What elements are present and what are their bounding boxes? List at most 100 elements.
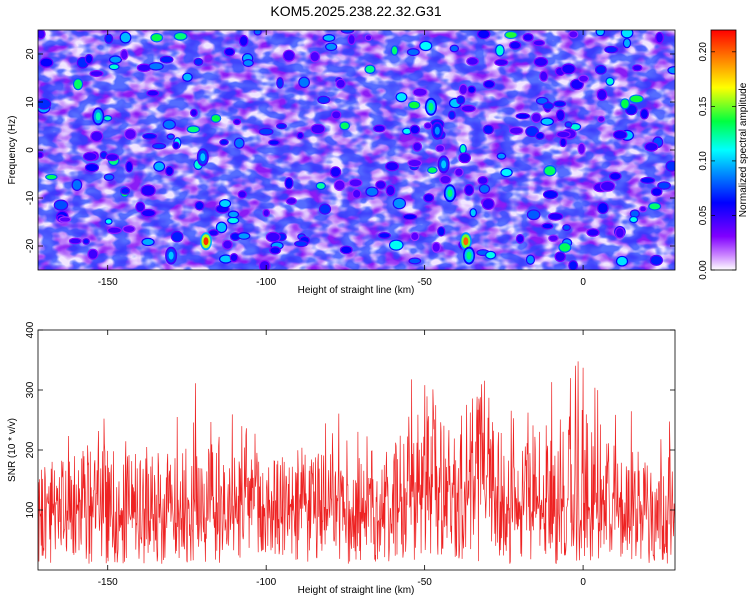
- spectrogram-spot: [220, 255, 232, 263]
- spectrogram-spot: [183, 73, 192, 81]
- spectrogram-spot: [563, 225, 570, 230]
- top-x-axis: -150 -100 -50 0: [98, 30, 586, 288]
- spectrogram-spot: [450, 45, 458, 52]
- spectrogram-spot: [349, 179, 362, 187]
- spectrogram-spot: [557, 131, 570, 138]
- spectrogram-spot: [142, 238, 154, 245]
- spectrogram-spot: [459, 153, 470, 163]
- spectrogram-spot: [393, 198, 405, 209]
- spectrogram-spot: [624, 39, 630, 48]
- spectrogram-spot: [238, 191, 246, 198]
- spectrogram-spot: [269, 140, 279, 145]
- spectrogram-spot: [614, 131, 627, 139]
- spectrogram-spot: [409, 258, 421, 264]
- spectrogram-spot: [149, 63, 163, 70]
- spectrogram-spot: [141, 185, 155, 196]
- spectrogram-spot: [83, 239, 89, 244]
- spectrogram-spot: [316, 183, 325, 189]
- spectrogram-spot: [105, 219, 112, 224]
- feature-peak: [168, 251, 174, 260]
- spectrogram-spot: [598, 116, 605, 122]
- spectrogram-spot: [630, 95, 643, 103]
- spectrogram-spot: [668, 67, 675, 74]
- feature-peak: [434, 126, 440, 135]
- spectrogram-spot: [652, 188, 662, 196]
- spectrogram-spot: [386, 162, 398, 171]
- spectrogram-spot: [510, 42, 521, 49]
- spectrogram-spot: [537, 98, 548, 104]
- spectrogram-spot: [374, 125, 385, 132]
- spectrogram-spot: [505, 32, 517, 38]
- y-tick-label: 400: [25, 321, 36, 338]
- spectrogram-features: [92, 97, 476, 265]
- y-tick-label: 200: [25, 441, 36, 458]
- spectrogram-spot: [596, 30, 604, 36]
- spectrogram-spot: [110, 56, 121, 63]
- spectrogram-spot: [341, 246, 352, 254]
- spectrogram-spot: [270, 247, 280, 254]
- spectrogram-spot: [228, 217, 239, 223]
- y-tick-label: 0: [25, 147, 36, 153]
- spectrogram-spot: [497, 153, 505, 159]
- colorbar: 0.00 0.05 0.10 0.15 0.20 Normalized spectral…: [698, 29, 749, 280]
- spectrogram-spot: [366, 187, 378, 196]
- spectrogram-spot: [411, 232, 419, 240]
- spectrogram-spot: [438, 227, 445, 236]
- spectrogram-spot: [220, 200, 230, 207]
- spectrogram-spot: [640, 206, 646, 212]
- spectrogram-spot: [266, 232, 280, 242]
- spectrogram-spot: [554, 101, 565, 107]
- spectrogram-spot: [510, 127, 523, 134]
- spectrogram-spot: [641, 178, 654, 183]
- spectrogram-spot: [194, 59, 203, 65]
- spectrogram-spot: [120, 32, 131, 43]
- feature-peak: [441, 160, 447, 169]
- spectrogram-spot: [650, 256, 662, 265]
- spectrogram-spot: [286, 198, 296, 204]
- spectrogram-spot: [379, 233, 390, 238]
- spectrogram-spot: [658, 182, 670, 189]
- spectrogram-spot: [100, 152, 107, 158]
- spectrogram-spot: [484, 81, 495, 88]
- spectrogram-spot: [323, 35, 335, 41]
- spectrogram-spot: [151, 34, 162, 42]
- spectrogram-spot: [230, 254, 238, 261]
- spectrogram-spot: [216, 222, 227, 233]
- spectrogram-spot: [121, 50, 128, 60]
- x-tick-label: 0: [580, 577, 586, 588]
- spectrogram-spot: [656, 33, 663, 43]
- spectrogram-spot: [243, 60, 253, 66]
- spectrogram-spot: [549, 235, 558, 241]
- feature-peak: [95, 112, 101, 121]
- spectrogram-spot: [495, 59, 508, 66]
- spectrogram-spot: [153, 144, 165, 149]
- spectrogram-spot: [587, 229, 599, 236]
- spectrogram-spot: [598, 203, 608, 213]
- spectrogram-spot: [549, 213, 563, 220]
- bottom-y-axis-label: SNR (10 * v/v): [7, 418, 18, 482]
- spectrogram-spot: [38, 152, 43, 158]
- y-tick-label: -20: [25, 238, 36, 253]
- spectrogram-spot: [645, 143, 658, 151]
- spectrogram-spot: [70, 238, 81, 244]
- spectrogram-spot: [630, 210, 639, 217]
- spectrogram-spot: [468, 86, 475, 93]
- spectrogram-spot: [542, 224, 553, 229]
- spectrogram-spot: [318, 96, 330, 103]
- spectrogram-spot: [517, 235, 524, 243]
- spectrogram-spot: [544, 166, 556, 176]
- spectrogram-spot: [46, 175, 57, 180]
- spectrogram-spot: [543, 103, 553, 109]
- feature-peak: [200, 153, 206, 162]
- colorbar-tick-label: 0.00: [698, 260, 709, 280]
- spectrogram-spot: [465, 185, 473, 195]
- spectrogram-spot: [480, 185, 489, 193]
- x-tick-label: -150: [98, 577, 118, 588]
- spectrogram-spot: [455, 168, 463, 176]
- spectrogram-spot: [617, 257, 627, 266]
- spectrogram-spot: [578, 143, 585, 154]
- spectrogram-spot: [125, 129, 136, 139]
- spectrogram-spot: [320, 204, 330, 214]
